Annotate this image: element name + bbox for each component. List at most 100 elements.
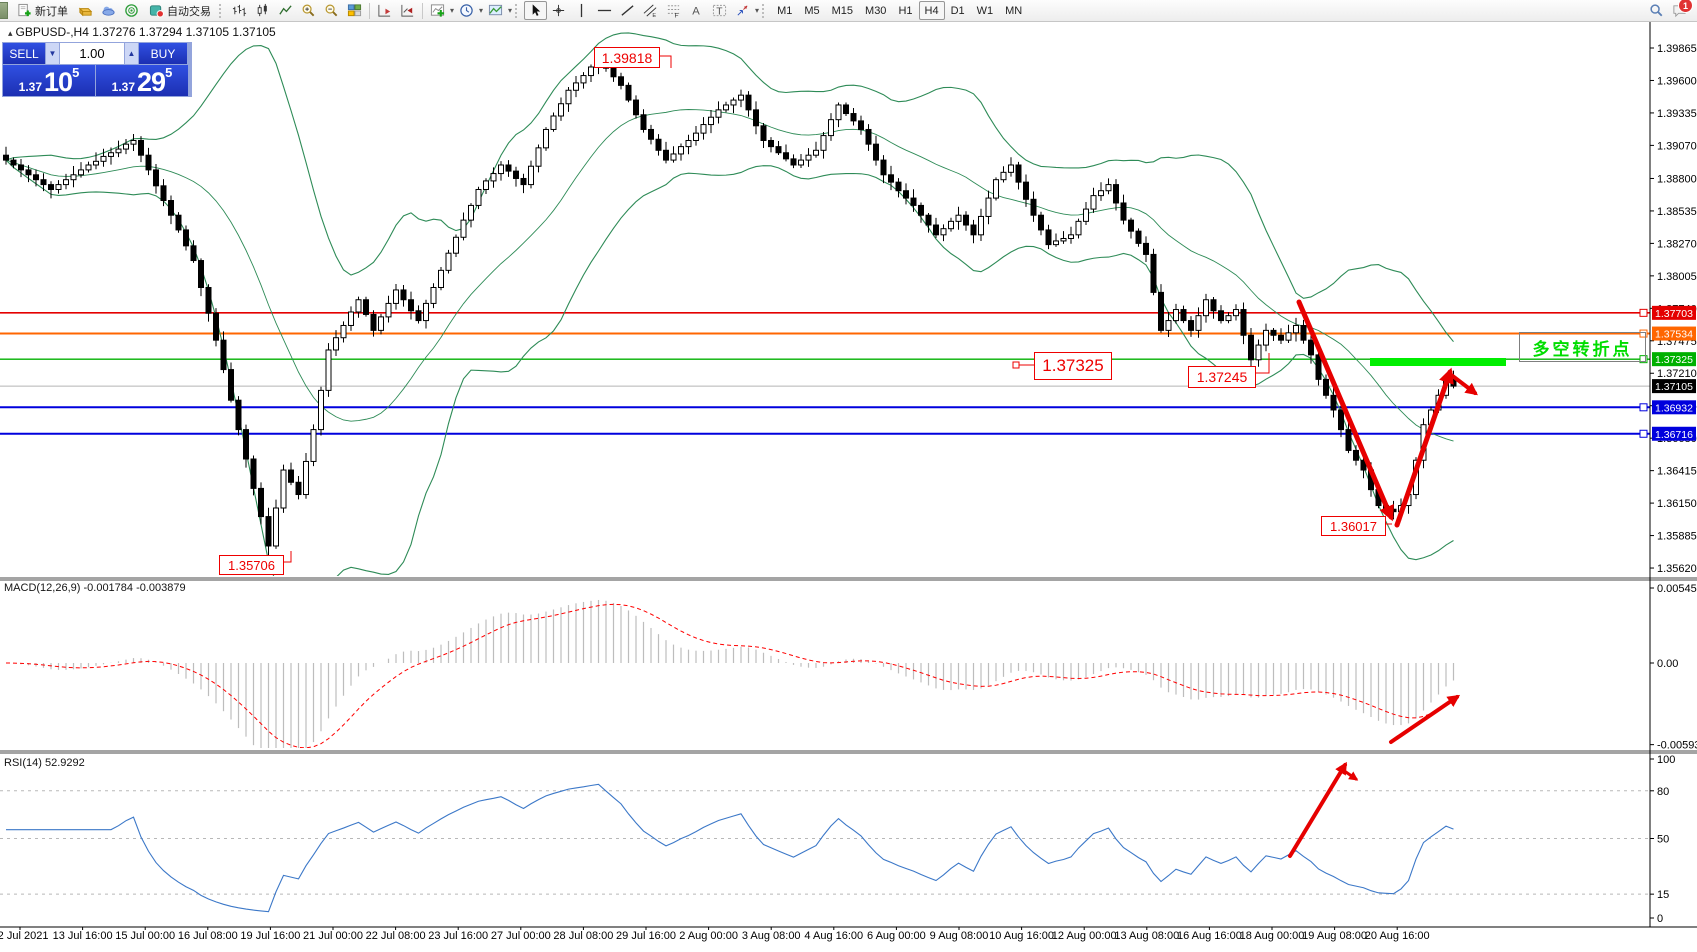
tile-windows-button[interactable] — [343, 1, 366, 20]
timeframe-m30[interactable]: M30 — [865, 4, 887, 17]
text-tool-button[interactable]: A — [685, 1, 708, 20]
notifications-button[interactable]: 1 — [1668, 0, 1693, 20]
svg-text:16 Jul 08:00: 16 Jul 08:00 — [178, 930, 238, 942]
template-icon — [488, 4, 503, 16]
svg-text:12 Jul 2021: 12 Jul 2021 — [0, 930, 48, 942]
svg-text:1.36150: 1.36150 — [1657, 498, 1697, 510]
line-chart-button[interactable] — [274, 1, 297, 20]
add-indicator-dropdown[interactable]: ▾ — [450, 6, 455, 15]
arrows-tool-button[interactable] — [731, 1, 754, 20]
svg-text:80: 80 — [1657, 786, 1669, 798]
cloud-icon — [102, 6, 115, 16]
signal-icon — [125, 4, 138, 17]
toolbar-grip — [219, 3, 224, 18]
period-button[interactable] — [455, 1, 478, 20]
volume-input[interactable]: 1.00 — [60, 43, 124, 64]
zoom-in-icon — [302, 4, 315, 17]
svg-text:10 Aug 16:00: 10 Aug 16:00 — [989, 930, 1054, 942]
sell-price-small: 1.37 — [18, 80, 43, 94]
new-order-label: 新订单 — [35, 5, 68, 18]
add-indicator-button[interactable] — [426, 1, 449, 20]
timeframe-m1[interactable]: M1 — [777, 4, 793, 17]
sell-price-button[interactable]: 1.37 10 5 — [3, 65, 95, 96]
volume-decrease-button[interactable]: ▼ — [46, 43, 59, 64]
crosshair-icon — [552, 4, 565, 17]
timeframe-w1[interactable]: W1 — [976, 4, 994, 17]
chart-canvas[interactable]: 1.39865 1.39600 1.39335 1.39070 1.38800 1.385… — [0, 22, 1697, 947]
timeframe-h1[interactable]: H1 — [898, 4, 913, 17]
vertical-line-tool-button[interactable] — [570, 1, 593, 20]
svg-text:12 Aug 00:00: 12 Aug 00:00 — [1052, 930, 1117, 942]
svg-text:13 Jul 16:00: 13 Jul 16:00 — [53, 930, 113, 942]
turning-point-note: 多空转折点 — [1519, 332, 1646, 362]
zoom-out-button[interactable] — [320, 1, 343, 20]
cursor-icon — [532, 4, 541, 16]
bar-chart-button[interactable] — [228, 1, 251, 20]
cursor-tool-button[interactable] — [524, 1, 548, 20]
trendline-icon — [621, 5, 634, 16]
turning-point-green-bar — [1370, 358, 1506, 366]
sell-price-big: 10 — [44, 67, 73, 97]
auto-scroll-button[interactable] — [396, 1, 419, 20]
toolbar-grip — [515, 3, 520, 18]
template-dropdown[interactable]: ▾ — [508, 6, 513, 15]
svg-text:-0.005938: -0.005938 — [1657, 740, 1697, 752]
svg-text:1.39865: 1.39865 — [1657, 43, 1697, 55]
indicator-axis-ticks: 0.005455 0.00 -0.005938 100 80 50 15 0 — [1650, 583, 1697, 925]
svg-text:1.39070: 1.39070 — [1657, 140, 1697, 152]
market-watch-button[interactable] — [120, 1, 143, 20]
price-tag-resistance: 1.37245 — [1188, 366, 1256, 388]
svg-text:1.39335: 1.39335 — [1657, 108, 1697, 120]
candlestick-series — [3, 53, 1457, 558]
svg-text:6 Aug 00:00: 6 Aug 00:00 — [867, 930, 926, 942]
svg-text:100: 100 — [1657, 754, 1675, 766]
timeframe-d1[interactable]: D1 — [950, 4, 965, 17]
fibonacci-icon: F — [667, 5, 680, 18]
arrows-dropdown[interactable]: ▾ — [755, 6, 760, 15]
fibonacci-tool-button[interactable]: F — [662, 1, 685, 20]
main-toolbar: 新订单 自动交易 ▾ ▾ — [0, 0, 1697, 22]
toolbar-separator — [369, 2, 370, 19]
pane-separators — [0, 22, 1697, 928]
one-click-trading-widget: SELL ▼ 1.00 ▲ BUY 1.37 10 5 1.37 29 5 — [2, 42, 192, 97]
depth-of-market-button[interactable] — [74, 1, 97, 20]
new-order-button[interactable]: 新订单 — [11, 1, 74, 20]
sell-button[interactable]: SELL — [3, 43, 45, 64]
svg-text:1.37210: 1.37210 — [1657, 368, 1697, 380]
template-button[interactable] — [484, 1, 507, 20]
svg-text:1.38005: 1.38005 — [1657, 271, 1697, 283]
trendline-tool-button[interactable] — [616, 1, 639, 20]
level-price-labels: 1.37703 1.37534 1.37325 1.36932 1.36716 1.371… — [1639, 305, 1696, 441]
text-label-icon: T — [712, 4, 727, 17]
chart-shift-button[interactable] — [373, 1, 396, 20]
timeframe-mn[interactable]: MN — [1005, 4, 1023, 17]
rsi-line — [6, 783, 1454, 913]
buy-price-button[interactable]: 1.37 29 5 — [96, 65, 188, 96]
zoom-in-button[interactable] — [297, 1, 320, 20]
horizontal-line-icon — [597, 9, 612, 12]
toolbar-separator — [422, 2, 423, 19]
svg-text:29 Jul 16:00: 29 Jul 16:00 — [616, 930, 676, 942]
timeframe-m15[interactable]: M15 — [831, 4, 854, 17]
data-window-button[interactable] — [97, 1, 120, 20]
svg-text:1.37534: 1.37534 — [1655, 329, 1693, 341]
period-dropdown[interactable]: ▾ — [479, 6, 484, 15]
horizontal-line-tool-button[interactable] — [593, 1, 616, 20]
timeframe-m5[interactable]: M5 — [804, 4, 820, 17]
svg-text:1.36415: 1.36415 — [1657, 466, 1697, 478]
timeframe-h4[interactable]: H4 — [918, 1, 945, 20]
search-button[interactable] — [1645, 1, 1668, 20]
crosshair-tool-button[interactable] — [547, 1, 570, 20]
text-a-icon: A — [692, 6, 700, 18]
svg-text:3 Aug 08:00: 3 Aug 08:00 — [742, 930, 801, 942]
buy-button[interactable]: BUY — [139, 43, 187, 64]
svg-text:27 Jul 00:00: 27 Jul 00:00 — [491, 930, 551, 942]
candlestick-chart-button[interactable] — [251, 1, 274, 20]
text-label-tool-button[interactable]: T — [708, 1, 731, 20]
search-icon — [1650, 4, 1663, 17]
bar-chart-icon — [232, 4, 247, 17]
volume-increase-button[interactable]: ▲ — [125, 43, 138, 64]
channel-tool-button[interactable]: E — [639, 1, 662, 20]
autotrading-button[interactable]: 自动交易 — [143, 1, 217, 20]
svg-text:1.37325: 1.37325 — [1655, 354, 1693, 366]
